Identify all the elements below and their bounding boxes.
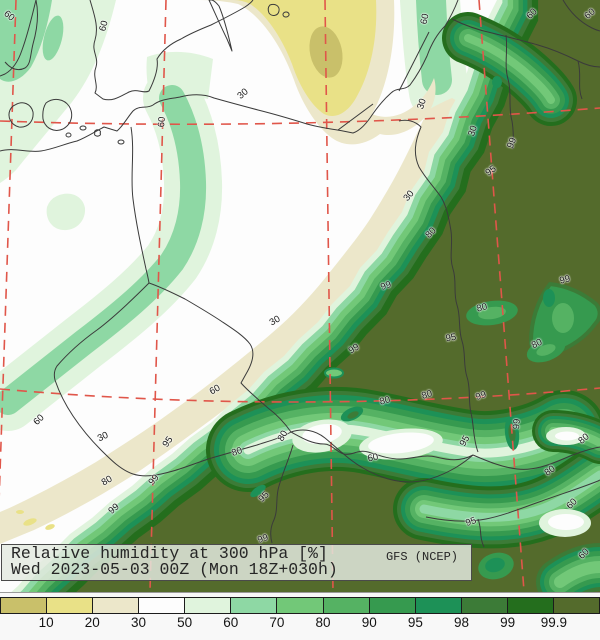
legend-tick-label: 70 [269,615,285,630]
legend-swatch [231,598,278,613]
graticule-line [0,387,600,403]
legend-tick-label: 99.9 [540,615,567,630]
legend-swatch [415,598,462,613]
graticule-line [0,0,17,497]
graticule-lines [0,0,600,592]
legend-swatch [47,598,94,613]
map-title: Relative humidity at 300 hPa [%] [11,544,328,563]
map-canvas [0,0,600,592]
dry-cores [292,419,591,537]
hole-bottom-right-corner [536,543,600,592]
legend-swatch [139,598,186,613]
valid-time: Wed 2023-05-03 00Z (Mon 18Z+030h) [11,560,338,579]
yellow-core [234,0,377,117]
model-name: GFS (NCEP) [385,550,458,564]
legend-swatch-bar [0,597,600,614]
legend-tick-label: 90 [361,615,377,630]
graticule-line [324,0,334,592]
northwest-humid-regions [0,0,469,431]
country-borders [53,0,600,548]
legend-tick-label: 99 [500,615,516,630]
contour-label: 60 [156,116,168,128]
legend-tick-label: 95 [407,615,423,630]
contour-label: 60 [366,451,380,465]
weather-map: 60 60 30 60 60 60 60 30 30 30 99 95 80 30 60 60 30 80 99 95… [0,0,600,593]
legend-swatch [461,598,508,613]
graticule-line [478,0,525,592]
legend-swatch [277,598,324,613]
legend-swatch [185,598,232,613]
legend-tick-labels: 10 20 30 50 60 70 80 90 95 98 99 99.9 [0,615,600,633]
coastlines-and-borders [0,0,600,548]
graticule-line [149,0,167,592]
legend-tick-label: 80 [315,615,331,630]
contour-label: 99 [511,418,523,430]
legend-tick-label: 50 [177,615,193,630]
contour-label: 60 [418,12,432,26]
legend-swatch [93,598,140,613]
dry-regions [0,0,480,544]
color-scale-legend: 10 20 30 50 60 70 80 90 95 98 99 99.9 [0,593,600,640]
legend-tick-label: 10 [38,615,54,630]
cream-band-along-front [0,98,480,544]
legend-swatch [507,598,554,613]
legend-swatch [323,598,370,613]
legend-swatch [1,598,48,613]
hole-right-edge [529,282,600,357]
legend-tick-label: 98 [454,615,470,630]
legend-tick-label: 30 [130,615,146,630]
coastlines [0,0,459,152]
hole-upper-right-belt [442,12,577,126]
legend-tick-label: 60 [223,615,239,630]
legend-swatch [369,598,416,613]
hole-small-patches [324,300,566,379]
legend-tick-label: 20 [84,615,100,630]
legend-swatch [553,598,600,613]
contour-label: 95 [444,331,458,345]
title-box: Relative humidity at 300 hPa [%] GFS (NC… [1,544,472,581]
graticule-line [0,107,600,126]
